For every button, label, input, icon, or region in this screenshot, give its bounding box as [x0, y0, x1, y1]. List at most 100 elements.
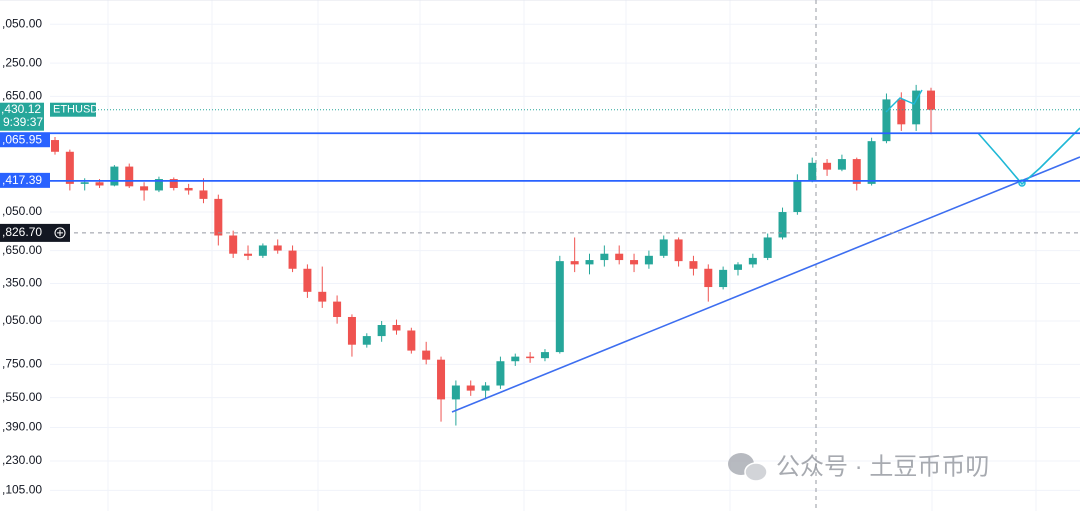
candle-body	[555, 261, 564, 353]
watermark-text: 公众号 · 土豆币币叨	[776, 453, 989, 480]
candle-body	[65, 151, 74, 184]
y-tick-label: ,550.00	[2, 390, 42, 404]
symbol-label: ETHUSD	[53, 104, 98, 116]
candle-body	[437, 359, 446, 400]
countdown: 9:39:37	[3, 115, 43, 129]
candle-body	[258, 245, 267, 256]
level-tag	[0, 132, 50, 148]
candle-body	[912, 90, 921, 125]
candle-body	[318, 291, 327, 302]
candle-body	[169, 179, 178, 188]
candle-body	[244, 253, 253, 256]
overlay	[50, 89, 1080, 413]
candle-body	[377, 325, 386, 337]
candle-body	[273, 245, 282, 251]
candle-body	[125, 166, 134, 187]
y-tick-label: ,050.00	[2, 16, 42, 30]
crosshair-label: ,826.70	[2, 225, 42, 239]
projection-path	[977, 127, 1080, 186]
candle-body	[51, 140, 59, 152]
candle-body	[837, 159, 846, 170]
candle-body	[570, 261, 579, 265]
candle-body	[630, 260, 639, 265]
crosshair-plus	[54, 227, 66, 239]
candle-body	[333, 301, 342, 317]
candle-body	[748, 257, 757, 265]
candle-body	[422, 350, 431, 360]
y-tick-label: ,230.00	[2, 453, 42, 467]
vertical-grid	[107, 0, 1037, 511]
candle-body	[511, 356, 520, 362]
candle-body	[808, 162, 817, 181]
candle-body	[362, 336, 371, 345]
candle-body	[882, 99, 891, 142]
candle-body	[644, 255, 653, 265]
y-tick-label: ,650.00	[2, 243, 42, 257]
candle-body	[392, 325, 401, 331]
candle-body	[481, 385, 490, 391]
crosshair-plus	[57, 229, 63, 236]
candle-body	[451, 385, 460, 400]
price-tags: ,065.95 ,417.39 ,826.70 ,430.129:39:37 ETHUS…	[0, 102, 98, 242]
candle-body	[288, 250, 297, 269]
candle-body	[110, 166, 119, 186]
horizontal-grid	[50, 23, 1080, 491]
candle-body	[719, 269, 728, 288]
candle-body	[80, 182, 89, 184]
candle-body	[793, 180, 802, 213]
candle-body	[733, 264, 742, 270]
candle-body	[704, 268, 713, 288]
last-price-tag	[0, 102, 44, 131]
candle-body	[184, 187, 193, 191]
wechat-icon	[744, 462, 768, 482]
candle-body	[347, 316, 356, 345]
candle-body	[229, 235, 238, 254]
y-tick-label: ,105.00	[2, 483, 42, 497]
candle-body	[140, 186, 149, 191]
candle-body	[95, 182, 104, 186]
candle-body	[674, 239, 683, 262]
candle-body	[897, 99, 906, 125]
candle-body	[778, 212, 787, 238]
candle-body	[867, 141, 876, 184]
candles	[51, 84, 935, 426]
candle-body	[496, 361, 505, 386]
y-tick-label: ,050.00	[2, 204, 42, 218]
candle-body	[540, 352, 549, 359]
candle-body	[927, 90, 935, 110]
y-tick-label: ,750.00	[2, 357, 42, 371]
level-label: ,417.39	[2, 173, 42, 187]
candle-body	[466, 385, 475, 391]
y-tick-label: ,050.00	[2, 313, 42, 327]
watermark: 公众号 · 土豆币币叨	[728, 453, 989, 482]
y-tick-label: ,250.00	[2, 55, 42, 69]
candle-body	[199, 190, 208, 199]
y-tick-label: ,390.00	[2, 420, 42, 434]
symbol-tag	[50, 102, 96, 117]
candle-body	[154, 179, 163, 191]
y-tick-label: ,650.00	[2, 89, 42, 103]
crosshair-tag	[0, 223, 70, 242]
candle-body	[407, 330, 416, 351]
drawn-path	[885, 89, 923, 113]
candle-body	[214, 198, 223, 236]
candle-body	[526, 356, 535, 359]
candle-body	[615, 253, 624, 261]
candle-body	[689, 261, 698, 269]
candle-body	[303, 268, 312, 292]
price-axis: ,050.00 ,250.00 ,650.00 ,050.00 ,650.00 ,350.…	[2, 16, 42, 496]
level-tag	[0, 172, 50, 188]
candle-body	[659, 239, 668, 256]
candle-body	[852, 159, 861, 184]
candle-body	[763, 237, 772, 258]
candle-body	[600, 253, 609, 261]
y-tick-label: ,350.00	[2, 276, 42, 290]
last-price-label: ,430.12	[1, 102, 41, 116]
level-label: ,065.95	[2, 132, 42, 146]
trend-line	[451, 156, 1080, 413]
candle-body	[823, 162, 832, 170]
candle-body	[585, 260, 594, 265]
